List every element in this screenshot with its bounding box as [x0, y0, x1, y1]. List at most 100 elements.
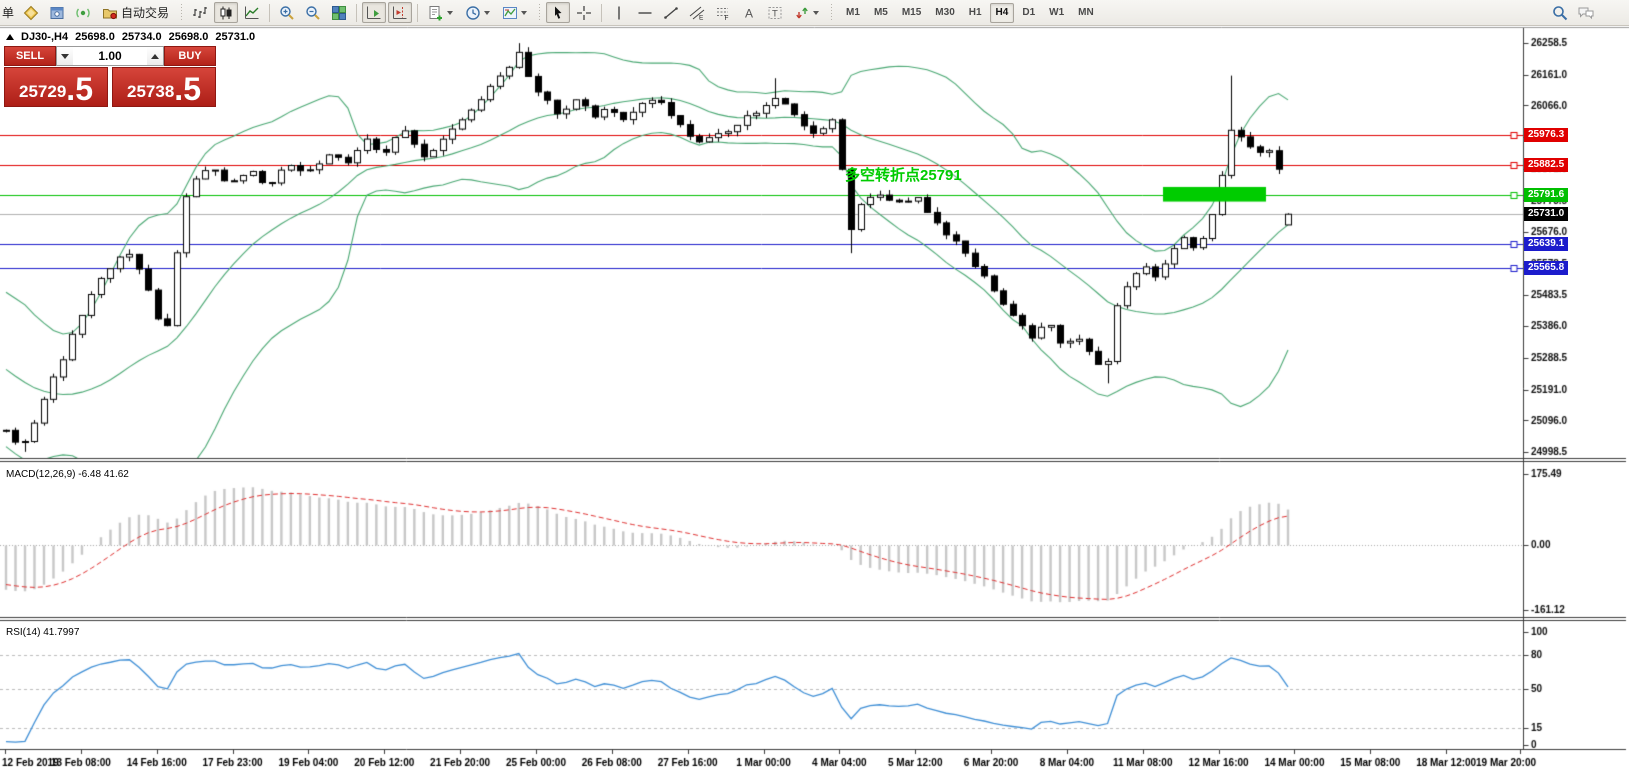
volume-input[interactable]: 1.00 [73, 46, 147, 66]
timeframe-h4[interactable]: H4 [989, 2, 1015, 23]
dropdown-caret-icon [813, 10, 820, 15]
dropdown-caret-icon [447, 10, 454, 15]
buy-price-panel[interactable]: 25738.5 [112, 67, 216, 107]
crosshair-icon [577, 5, 592, 20]
text-a-icon: A [745, 6, 753, 20]
buy-price-main: 25738 [127, 82, 175, 101]
horizontal-line-tool[interactable] [633, 2, 657, 23]
macd-name: MACD(12,26,9) [6, 469, 76, 480]
svg-text:F: F [725, 15, 729, 21]
macd-main-value: -6.48 [78, 469, 102, 480]
order-button-partial-label[interactable]: 单 [2, 6, 15, 20]
periods-button[interactable] [460, 2, 495, 23]
cursor-tool[interactable] [546, 2, 571, 23]
buy-price-fraction: .5 [174, 70, 201, 107]
bar-chart-icon[interactable] [188, 2, 212, 23]
toolbar-drag-handle[interactable] [537, 3, 542, 22]
ohlc-high: 25734.0 [121, 31, 162, 43]
timeframe-w1[interactable]: W1 [1043, 3, 1070, 23]
timeframe-m5[interactable]: M5 [868, 3, 894, 23]
sell-button[interactable]: SELL [4, 46, 56, 66]
up-arrow-icon [151, 53, 159, 59]
diamond-icon [23, 5, 39, 20]
polyline-icon [245, 6, 259, 19]
text-label-icon: T [768, 6, 782, 19]
svg-text:A: A [745, 6, 753, 20]
macd-signal-value: 41.62 [103, 469, 129, 480]
fibonacci-icon: F [717, 7, 729, 21]
magnifier-plus-icon [280, 5, 294, 20]
template-icon [503, 6, 518, 19]
volume-increase-button[interactable] [147, 46, 164, 66]
crosshair-tool[interactable] [572, 2, 596, 23]
symbol-period-label: DJ30-,H4 [21, 31, 69, 43]
trendline-tool[interactable] [659, 2, 683, 23]
timeframe-m15[interactable]: M15 [896, 3, 927, 23]
timeframe-bar: M1 M5 M15 M30 H1 H4 D1 W1 MN [839, 2, 1101, 23]
chat-button[interactable] [1574, 2, 1598, 23]
toolbar-drag-handle[interactable] [829, 3, 834, 22]
line-chart-icon[interactable] [240, 2, 264, 23]
add-indicator-button[interactable] [423, 2, 458, 23]
timeframe-h1[interactable]: H1 [963, 3, 988, 23]
svg-text:E: E [699, 14, 704, 21]
sell-price-main: 25729 [19, 82, 67, 101]
autotrading-label: 自动交易 [121, 6, 170, 20]
toolbar-separator [269, 3, 271, 22]
bars-icon [193, 6, 208, 18]
sell-price-panel[interactable]: 25729.5 [4, 67, 108, 107]
collapse-indicator-icon[interactable] [6, 34, 14, 40]
equidistant-channel-tool[interactable]: E [685, 2, 709, 23]
rsi-indicator-label: RSI(14) 41.7997 [6, 627, 79, 638]
autotrading-folder-icon [103, 8, 118, 19]
autotrading-button[interactable]: 自动交易 [97, 2, 174, 23]
autoscroll-icon [367, 6, 381, 19]
signals-icon[interactable] [71, 2, 95, 23]
dropdown-caret-icon [484, 10, 491, 15]
tiles-icon [332, 5, 347, 20]
timeframe-mn[interactable]: MN [1072, 3, 1100, 23]
arrows-icon [796, 7, 808, 18]
metaeditor-icon[interactable] [45, 2, 69, 23]
trendline-icon [664, 6, 678, 19]
auto-scroll-icon[interactable] [362, 2, 387, 23]
timeframe-m1[interactable]: M1 [840, 3, 866, 23]
volume-decrease-button[interactable] [56, 46, 73, 66]
text-tool[interactable]: A [737, 2, 761, 23]
ohlc-low: 25698.0 [168, 31, 209, 43]
candlestick-chart-icon[interactable] [214, 2, 239, 23]
zoom-in-icon[interactable] [275, 2, 299, 23]
zoom-out-icon[interactable] [301, 2, 325, 23]
ohlc-open: 25698.0 [75, 31, 115, 43]
chat-bubbles-icon [1578, 7, 1594, 19]
svg-text:T: T [772, 8, 778, 19]
timeframe-d1[interactable]: D1 [1016, 3, 1041, 23]
macd-indicator-label: MACD(12,26,9) -6.48 41.62 [6, 469, 129, 480]
document-plus-icon [429, 5, 443, 20]
search-icon [1553, 5, 1568, 20]
timeframe-m30[interactable]: M30 [929, 3, 960, 23]
new-order-icon[interactable] [19, 2, 43, 23]
down-arrow-icon [61, 53, 69, 59]
vline-icon [618, 6, 620, 19]
rsi-name: RSI(14) [6, 627, 41, 638]
chart-annotation-text[interactable]: 多空转折点25791 [845, 167, 962, 184]
buy-button[interactable]: BUY [164, 46, 216, 66]
toolbar-separator [356, 3, 358, 22]
cursor-icon [555, 6, 562, 19]
toolbar-drag-handle[interactable] [179, 3, 184, 22]
templates-button[interactable] [497, 2, 532, 23]
chart-shift-icon[interactable] [388, 2, 413, 23]
main-toolbar: 单 自动交易 [0, 0, 1629, 26]
rsi-value: 41.7997 [43, 627, 80, 638]
broadcast-icon [76, 8, 90, 17]
vertical-line-tool[interactable] [607, 2, 631, 23]
text-label-tool[interactable]: T [763, 2, 787, 23]
fibonacci-tool[interactable]: F [711, 2, 735, 23]
tile-windows-icon[interactable] [327, 2, 351, 23]
chart-header: DJ30-,H4 25698.0 25734.0 25698.0 25731.0 [6, 31, 262, 43]
arrows-tool[interactable] [789, 2, 824, 23]
search-button[interactable] [1548, 2, 1572, 23]
magnifier-minus-icon [306, 5, 320, 20]
